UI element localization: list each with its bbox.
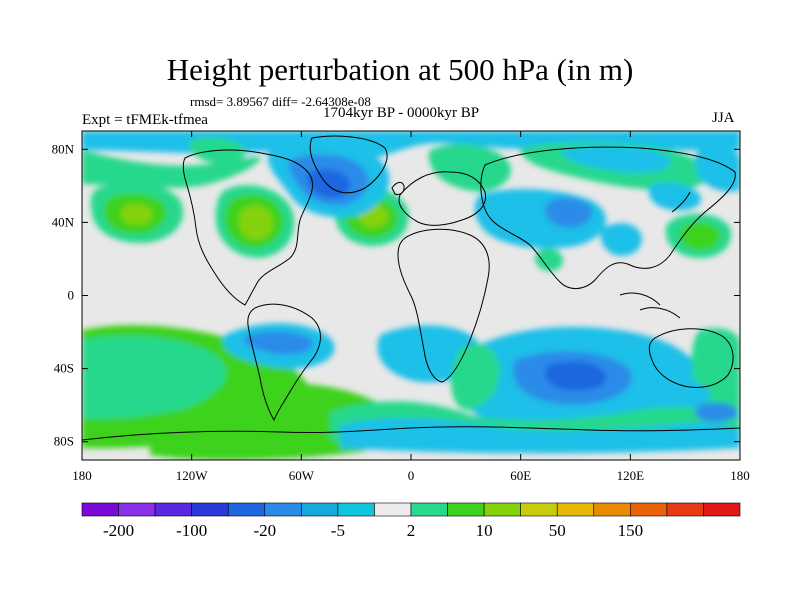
colorbar: -200 -100 -20 -5 2 10 50 150 — [81, 502, 741, 540]
colorbar-box — [520, 502, 558, 517]
colorbar-label: -100 — [176, 521, 207, 540]
colorbar-box — [483, 502, 521, 517]
central-asia-cyan — [600, 223, 642, 256]
lon-tick-label: 60W — [289, 468, 315, 483]
colorbar-box — [118, 502, 156, 517]
lat-tick-label: 80N — [52, 141, 75, 156]
japan-outline — [671, 191, 691, 213]
experiment-label: Expt = tFMEk-tfmea — [82, 112, 208, 128]
colorbar-box — [556, 502, 595, 517]
arctic-teal-northern-band — [82, 150, 262, 188]
colorbar-label: 150 — [618, 521, 644, 540]
arctic-cyan-band — [82, 131, 740, 159]
chart-title: Height perturbation at 500 hPa (in m) — [166, 52, 634, 87]
lat-tick-label: 40S — [54, 361, 74, 376]
asia-outline — [480, 146, 736, 289]
colorbar-box — [630, 502, 668, 517]
southeast-asia-islands-outline — [619, 292, 681, 319]
north-america-positive-core — [238, 205, 274, 240]
antarctica-outline — [82, 426, 740, 441]
south-atlantic-green-region — [150, 383, 394, 460]
europe-teal-band — [428, 143, 511, 192]
lat-tick-label: 0 — [68, 288, 75, 303]
season-label: JJA — [712, 110, 735, 126]
southern-indian-negative-deep — [545, 361, 607, 391]
colorbar-box — [374, 502, 412, 517]
antarctic-blue-spot-east — [695, 402, 738, 422]
colorbar-label: -5 — [331, 521, 345, 540]
rmsd-subtitle: rmsd= 3.89567 diff= -2.64308e-08 — [190, 94, 371, 109]
coastlines — [82, 135, 740, 441]
lat-tick-label: 40N — [52, 214, 75, 229]
middle-east-teal-spot — [535, 248, 563, 272]
north-america-outline — [182, 149, 314, 306]
lon-tick-label: 0 — [408, 468, 415, 483]
africa-outline — [397, 228, 490, 383]
colorbar-box — [191, 502, 229, 517]
colorbar-label: 2 — [407, 521, 416, 540]
east-asia-cyan — [648, 182, 701, 211]
colorbar-box — [593, 502, 631, 517]
colorbar-box — [264, 502, 302, 517]
colorbar-box — [666, 502, 704, 517]
north-pacific-positive-core — [121, 203, 153, 225]
south-pacific-teal-band — [82, 335, 227, 420]
colorbar-box — [703, 502, 741, 517]
south-america-outline — [247, 303, 321, 422]
colorbar-label: 10 — [476, 521, 493, 540]
lon-tick-label: 180 — [730, 468, 750, 483]
colorbar-box — [447, 502, 485, 517]
colorbar-box — [410, 502, 448, 517]
colorbar-box — [301, 502, 339, 517]
south-america-cyan-core — [244, 331, 314, 355]
arctic-asia-cyan — [560, 145, 671, 173]
lon-tick-label: 120W — [176, 468, 209, 483]
lon-tick-label: 120E — [617, 468, 645, 483]
period-label: 1704kyr BP - 0000kyr BP — [323, 105, 480, 121]
lat-tick-label: 80S — [54, 434, 74, 449]
south-africa-teal — [451, 343, 500, 411]
colorbar-box — [81, 502, 119, 517]
colorbar-label: -20 — [253, 521, 276, 540]
greenland-negative-core — [307, 169, 351, 198]
australia-outline — [648, 328, 734, 389]
colorbar-box — [337, 502, 375, 517]
colorbar-box — [227, 502, 266, 517]
lon-tick-label: 180 — [72, 468, 92, 483]
europe-outline — [398, 171, 487, 226]
greenland-outline — [309, 135, 388, 194]
east-europe-negative — [545, 197, 593, 228]
uk-outline — [391, 181, 405, 195]
colorbar-label: 50 — [549, 521, 566, 540]
lon-tick-label: 60E — [510, 468, 531, 483]
colorbar-box — [154, 502, 192, 517]
japan-east-positive — [680, 222, 721, 250]
map-axes: 180 120W 60W 0 60E 120E 180 80N 40N 0 40S 80S — [52, 131, 750, 483]
colorbar-label: -200 — [103, 521, 134, 540]
